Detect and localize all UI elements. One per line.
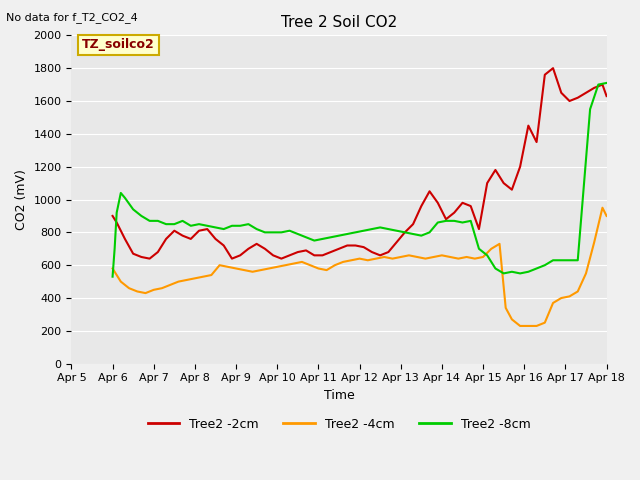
Line: Tree2 -4cm: Tree2 -4cm: [113, 208, 607, 326]
Tree2 -4cm: [207, 272, 215, 278]
Tree2 -4cm: [109, 265, 116, 271]
Tree2 -8cm: [109, 274, 116, 279]
Tree2 -2cm: [154, 249, 162, 255]
Legend: Tree2 -2cm, Tree2 -4cm, Tree2 -8cm: Tree2 -2cm, Tree2 -4cm, Tree2 -8cm: [143, 413, 535, 436]
Tree2 -4cm: [516, 323, 524, 329]
Text: No data for f_T2_CO2_4: No data for f_T2_CO2_4: [6, 12, 138, 23]
Tree2 -2cm: [549, 65, 557, 71]
Tree2 -2cm: [603, 93, 611, 99]
Tree2 -4cm: [603, 213, 611, 219]
Tree2 -2cm: [557, 90, 565, 96]
Text: TZ_soilco2: TZ_soilco2: [82, 38, 155, 51]
Tree2 -8cm: [393, 228, 401, 234]
Tree2 -4cm: [150, 287, 157, 293]
Tree2 -8cm: [129, 206, 137, 212]
Tree2 -8cm: [603, 80, 611, 86]
Tree2 -4cm: [598, 205, 606, 211]
Tree2 -4cm: [241, 267, 248, 273]
Tree2 -8cm: [187, 223, 195, 228]
X-axis label: Time: Time: [324, 389, 355, 402]
Title: Tree 2 Soil CO2: Tree 2 Soil CO2: [281, 15, 397, 30]
Tree2 -2cm: [360, 244, 367, 250]
Tree2 -2cm: [109, 213, 116, 219]
Y-axis label: CO2 (mV): CO2 (mV): [15, 169, 28, 230]
Tree2 -2cm: [146, 256, 154, 262]
Tree2 -8cm: [595, 82, 602, 87]
Tree2 -8cm: [220, 226, 228, 232]
Tree2 -4cm: [413, 254, 421, 260]
Tree2 -4cm: [549, 300, 557, 306]
Tree2 -2cm: [212, 236, 220, 242]
Line: Tree2 -2cm: Tree2 -2cm: [113, 68, 607, 259]
Tree2 -2cm: [244, 246, 252, 252]
Line: Tree2 -8cm: Tree2 -8cm: [113, 83, 607, 276]
Tree2 -8cm: [525, 269, 532, 275]
Tree2 -4cm: [356, 256, 364, 262]
Tree2 -2cm: [417, 203, 425, 209]
